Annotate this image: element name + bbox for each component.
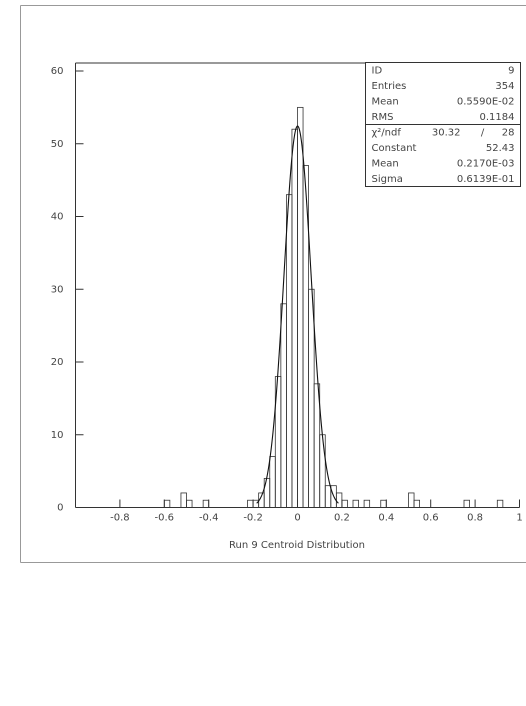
x-tick-label: 0.6 <box>423 513 439 524</box>
histogram-bar <box>308 288 315 508</box>
x-tick-label: 0.2 <box>334 513 350 524</box>
histogram-bar <box>263 477 271 508</box>
histogram-bar <box>319 434 326 508</box>
x-tick-label: -0.8 <box>110 513 130 524</box>
y-tick-label: 0 <box>57 503 63 514</box>
y-tick-label: 10 <box>51 430 64 441</box>
stats-name: Mean <box>372 96 399 107</box>
histogram-bar <box>352 499 359 508</box>
histogram-bar <box>297 106 304 508</box>
histogram-bar <box>285 194 293 508</box>
histogram-bar <box>313 383 321 508</box>
fit-name: Sigma <box>372 174 403 185</box>
stats-name: RMS <box>372 112 394 123</box>
histogram-bar <box>291 128 298 508</box>
fit-name: Mean <box>372 158 399 169</box>
stats-value: 354 <box>495 81 514 92</box>
x-tick-label: -0.2 <box>243 513 263 524</box>
histogram-bar <box>496 499 504 508</box>
histogram-bar <box>324 485 332 508</box>
chi2-sep: / <box>481 127 485 138</box>
fit-name: Constant <box>372 143 417 154</box>
y-tick-label: 50 <box>51 139 64 150</box>
y-tick-label: 60 <box>51 66 64 77</box>
x-tick-label: 0.8 <box>467 513 483 524</box>
y-tick-label: 20 <box>51 357 64 368</box>
histogram-bar <box>463 499 470 508</box>
histogram-bar <box>363 499 371 508</box>
fit-curve <box>256 125 339 504</box>
y-tick-label: 40 <box>51 212 64 223</box>
fit-value: 0.2170E-03 <box>457 158 515 169</box>
stats-value: 9 <box>508 65 514 76</box>
stats-name: ID <box>372 65 383 76</box>
x-tick-label: 0.4 <box>378 513 394 524</box>
histogram-bar <box>247 499 254 508</box>
histogram-bar <box>269 456 276 508</box>
fit-value: 52.43 <box>486 143 515 154</box>
x-tick-label: -0.6 <box>155 513 175 524</box>
histogram-bar <box>180 492 187 508</box>
stats-value: 0.1184 <box>480 112 515 123</box>
stats-value: 0.5590E-02 <box>457 96 515 107</box>
histogram-bar <box>408 492 415 508</box>
histogram-bar <box>380 499 387 508</box>
x-tick-label: -0.4 <box>199 513 219 524</box>
chi2-name: χ²/ndf <box>372 127 402 138</box>
histogram-bar <box>163 499 171 508</box>
x-tick-label: 0 <box>294 513 300 524</box>
x-tick-label: 1 <box>516 513 522 524</box>
histogram-bar <box>186 499 193 508</box>
x-axis-title: Run 9 Centroid Distribution <box>229 540 365 551</box>
fit-value: 0.6139E-01 <box>457 174 515 185</box>
histogram-bar <box>341 499 348 508</box>
y-tick-label: 30 <box>51 284 64 295</box>
histogram-bar <box>335 492 343 508</box>
histogram-bar <box>202 499 210 508</box>
chi2-ndf: 28 <box>502 127 515 138</box>
chi2-value: 30.32 <box>432 127 461 138</box>
histogram-bar <box>280 303 287 508</box>
stats-name: Entries <box>372 81 407 92</box>
histogram-bar <box>413 499 420 508</box>
